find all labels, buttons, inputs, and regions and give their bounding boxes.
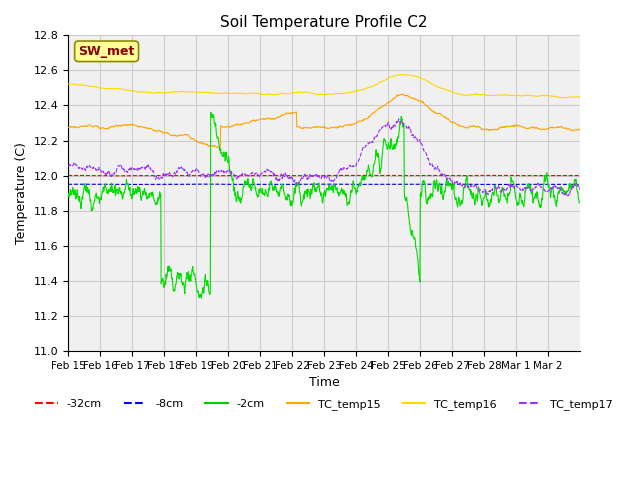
TC_temp17 bbox=[523, 184, 531, 190]
Legend: -32cm, -8cm, -2cm, TC_temp15, TC_temp16, TC_temp17: -32cm, -8cm, -2cm, TC_temp15, TC_temp16,… bbox=[31, 395, 617, 415]
TC_temp16 bbox=[236, 90, 243, 96]
TC_temp15 bbox=[445, 118, 453, 123]
TC_temp15 bbox=[236, 121, 243, 127]
TC_temp16 bbox=[64, 81, 72, 87]
-32cm bbox=[337, 172, 345, 178]
TC_temp17 bbox=[64, 163, 72, 168]
-2cm bbox=[445, 182, 453, 188]
Line: TC_temp17: TC_temp17 bbox=[68, 119, 580, 196]
TC_temp16 bbox=[364, 85, 372, 91]
-32cm bbox=[236, 173, 243, 179]
TC_temp15 bbox=[213, 144, 221, 150]
-8cm bbox=[205, 181, 213, 187]
-2cm bbox=[64, 191, 72, 197]
-32cm bbox=[523, 173, 531, 179]
-32cm bbox=[576, 173, 584, 179]
Line: TC_temp15: TC_temp15 bbox=[68, 94, 580, 147]
TC_temp15 bbox=[399, 91, 406, 97]
-8cm bbox=[390, 181, 398, 187]
-32cm bbox=[175, 173, 183, 179]
-32cm bbox=[445, 173, 453, 179]
-8cm bbox=[576, 181, 584, 187]
TC_temp17 bbox=[390, 124, 397, 130]
-2cm bbox=[207, 109, 214, 115]
TC_temp15 bbox=[365, 115, 372, 120]
-2cm bbox=[236, 195, 244, 201]
TC_temp15 bbox=[390, 96, 398, 101]
TC_temp17 bbox=[576, 187, 584, 193]
Y-axis label: Temperature (C): Temperature (C) bbox=[15, 142, 28, 244]
-8cm bbox=[445, 181, 452, 187]
Line: -2cm: -2cm bbox=[68, 112, 580, 298]
TC_temp16 bbox=[397, 72, 405, 77]
TC_temp16 bbox=[445, 88, 452, 94]
TC_temp17 bbox=[236, 174, 243, 180]
TC_temp15 bbox=[576, 127, 584, 133]
TC_temp17 bbox=[395, 116, 403, 122]
TC_temp17 bbox=[175, 165, 183, 171]
-8cm bbox=[365, 181, 372, 187]
-2cm bbox=[175, 276, 183, 282]
TC_temp17 bbox=[564, 193, 572, 199]
-32cm bbox=[114, 173, 122, 179]
Line: TC_temp16: TC_temp16 bbox=[68, 74, 580, 98]
-8cm bbox=[502, 181, 509, 187]
TC_temp16 bbox=[523, 93, 531, 98]
TC_temp16 bbox=[576, 94, 584, 100]
-2cm bbox=[576, 200, 584, 205]
TC_temp16 bbox=[390, 73, 397, 79]
-8cm bbox=[64, 181, 72, 187]
TC_temp15 bbox=[175, 132, 183, 138]
TC_temp15 bbox=[64, 124, 72, 130]
TC_temp17 bbox=[445, 175, 452, 180]
-2cm bbox=[365, 165, 372, 170]
-8cm bbox=[523, 181, 531, 187]
-32cm bbox=[365, 173, 372, 179]
-2cm bbox=[198, 295, 205, 301]
-8cm bbox=[175, 181, 183, 187]
-2cm bbox=[390, 141, 398, 147]
-32cm bbox=[390, 173, 398, 179]
TC_temp17 bbox=[364, 140, 372, 146]
-8cm bbox=[236, 181, 243, 187]
Text: SW_met: SW_met bbox=[78, 45, 135, 58]
TC_temp15 bbox=[523, 126, 531, 132]
-32cm bbox=[64, 173, 72, 179]
X-axis label: Time: Time bbox=[308, 376, 339, 389]
-2cm bbox=[523, 185, 531, 191]
TC_temp16 bbox=[562, 95, 570, 101]
TC_temp16 bbox=[175, 89, 183, 95]
Title: Soil Temperature Profile C2: Soil Temperature Profile C2 bbox=[220, 15, 428, 30]
